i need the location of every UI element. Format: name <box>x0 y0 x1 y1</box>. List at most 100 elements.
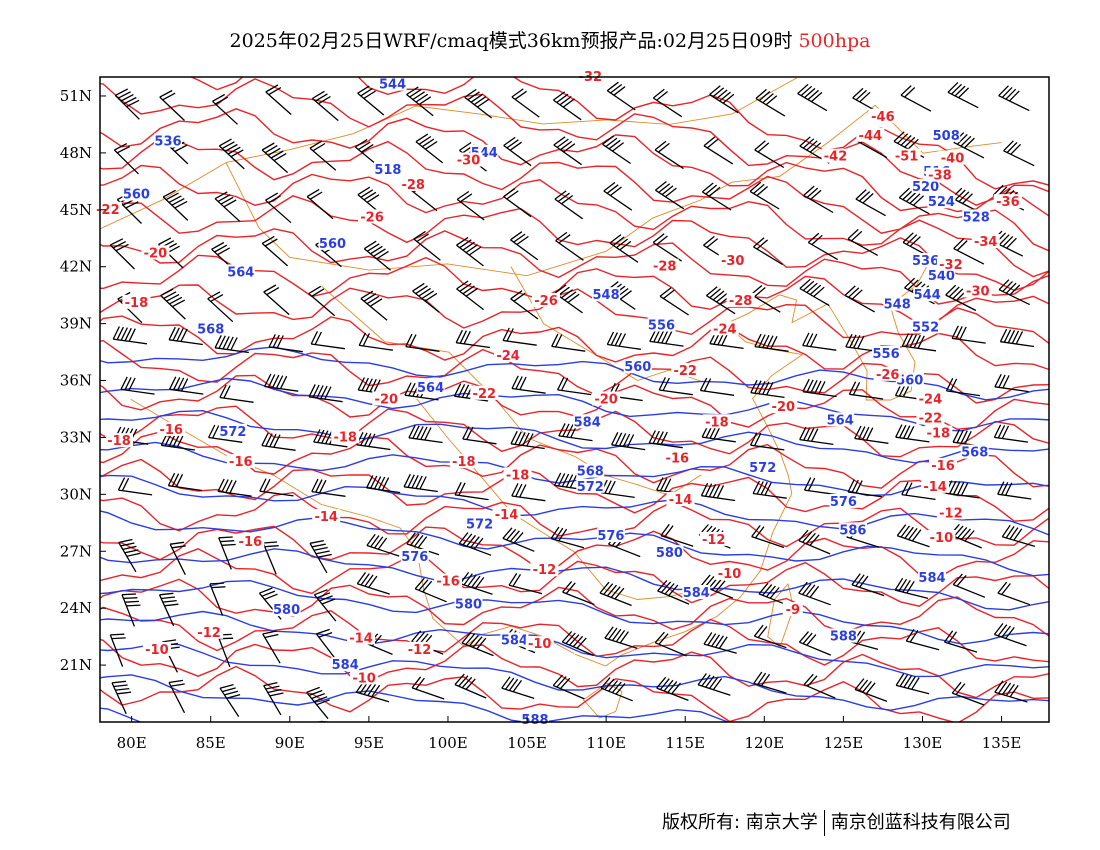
contour-label: 576 <box>597 529 624 544</box>
wind-barb <box>753 671 787 694</box>
wind-barb <box>798 581 831 606</box>
wind-barb <box>306 188 334 220</box>
wind-barb <box>462 426 497 445</box>
wind-barb <box>264 373 299 392</box>
contour-label: -20 <box>375 393 399 408</box>
contour-label-bg <box>655 545 684 560</box>
wind-barb <box>117 477 153 496</box>
wind-barb <box>268 334 303 353</box>
wind-barb <box>214 334 249 354</box>
contour-label-bg <box>916 391 945 406</box>
wind-barb <box>511 483 546 502</box>
contour-label: 584 <box>683 586 710 601</box>
wind-barb <box>895 673 930 695</box>
wind-barb <box>408 425 443 444</box>
contour-label: -18 <box>125 296 149 311</box>
lat-tick-label: 33N <box>60 428 92 446</box>
wind-barb <box>854 678 888 703</box>
wind-barb <box>208 424 243 443</box>
contour-label: -16 <box>666 451 690 466</box>
wind-barb <box>118 538 141 573</box>
wind-barb <box>405 333 440 352</box>
wind-barb <box>703 632 737 654</box>
contour-label: 572 <box>749 461 776 476</box>
wind-barb <box>263 681 284 716</box>
border-line <box>225 104 1002 277</box>
contour-label-bg <box>883 296 912 311</box>
contour-label: 560 <box>123 188 150 203</box>
wind-barb <box>799 278 830 307</box>
contour-label-bg <box>971 234 1000 248</box>
wind-barb <box>562 580 595 606</box>
contour-label-bg <box>449 454 478 469</box>
contour-label: 544 <box>379 78 406 93</box>
contour-label-bg <box>682 585 711 599</box>
wind-barb <box>510 290 539 320</box>
wind-barb <box>945 284 977 312</box>
wind-barb <box>458 532 492 556</box>
contour-label: -10 <box>145 643 169 658</box>
wind-barb <box>952 573 986 598</box>
wind-barb <box>315 628 338 662</box>
contour-label-bg <box>856 127 885 142</box>
wind-barb <box>311 90 339 122</box>
wind-barb <box>366 475 401 494</box>
wind-barb <box>700 482 736 502</box>
contour-label-bg <box>596 528 625 543</box>
wind-barb <box>114 88 140 120</box>
wind-barb <box>752 480 787 499</box>
wind-barb <box>309 140 337 171</box>
height-contour <box>100 548 1049 611</box>
lon-tick-label: 130E <box>903 734 943 752</box>
wind-barb <box>403 473 438 493</box>
wind-barb <box>159 89 185 121</box>
wind-barb <box>807 232 839 261</box>
wind-barb <box>898 187 930 215</box>
contour-label-bg <box>924 425 953 440</box>
contour-label: -18 <box>107 434 131 449</box>
contour-label: -18 <box>705 415 729 430</box>
wind-barb <box>309 539 332 574</box>
contour-label-bg <box>911 319 940 334</box>
wind-barb <box>848 381 884 400</box>
contour-label-bg <box>470 385 499 400</box>
wind-barb <box>999 328 1035 348</box>
title-main: 2025年02月25日WRF/cmaq模式36km预报产品:02月25日09时 <box>229 30 793 52</box>
axes: 80E 85E 90E 95E 100E 105E 110E 115E 120E 125E 130E… <box>60 87 1022 752</box>
wind-barb <box>502 527 535 552</box>
contour-label-bg <box>592 287 621 302</box>
contour-label: -16 <box>931 459 955 474</box>
wind-barb <box>169 541 186 575</box>
contour-label: 548 <box>884 298 911 313</box>
height-contour <box>100 643 1049 711</box>
contour-label-bg <box>318 235 347 250</box>
contour-label: 580 <box>455 597 482 612</box>
wind-barb <box>701 182 732 211</box>
credit-left: 版权所有: 南京大学 <box>662 812 818 833</box>
contour-label: -24 <box>919 393 943 408</box>
wind-barb <box>953 132 985 159</box>
wind-barb <box>606 331 641 350</box>
temperature-contour <box>100 405 1049 458</box>
border-lines <box>100 77 1002 719</box>
contour-label: -26 <box>534 294 558 309</box>
wind-barb <box>599 581 632 607</box>
contour-label: -12 <box>197 626 221 641</box>
wind-barb <box>218 138 245 170</box>
wind-barb <box>557 377 592 396</box>
height-contour <box>100 674 731 722</box>
temperature-contour <box>100 78 1049 206</box>
credit-separator <box>823 810 825 836</box>
contour-label-bg <box>960 444 989 459</box>
wind-barb <box>265 192 292 224</box>
wind-barb <box>363 240 392 271</box>
contour-label: -20 <box>772 400 796 415</box>
contour-label: -32 <box>939 258 963 273</box>
contour-label-bg <box>141 245 170 260</box>
contour-label-bg <box>400 549 429 563</box>
contour-label: 540 <box>928 269 955 284</box>
contour-label-bg <box>913 287 942 302</box>
wind-barb <box>358 332 393 351</box>
contour-label-bg <box>573 414 602 429</box>
contour-label-bg <box>530 562 559 577</box>
